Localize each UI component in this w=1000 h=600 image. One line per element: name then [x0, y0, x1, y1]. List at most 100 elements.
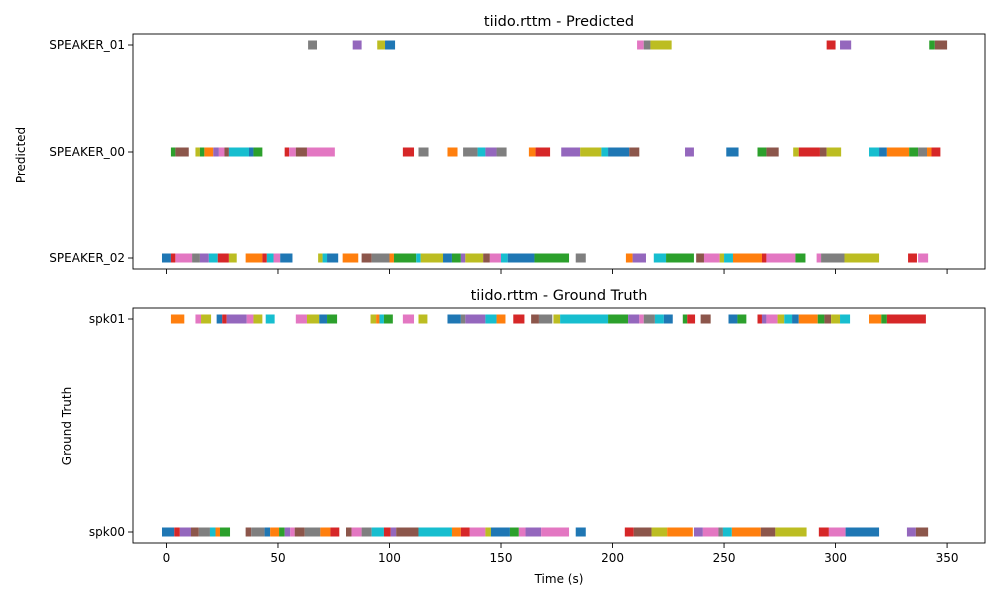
bottom-segment-spk01-17: [402, 314, 415, 324]
top-segment-speaker_02-72: [361, 253, 372, 263]
top-segment-speaker_01-4: [637, 40, 644, 50]
top-segment-speaker_00-45: [798, 147, 820, 157]
top-segment-speaker_01-8: [840, 40, 852, 50]
bottom-segment-spk00-78: [390, 527, 397, 537]
top-segment-speaker_02-89: [632, 253, 646, 263]
bottom-segment-spk00-102: [818, 527, 829, 537]
bottom-segment-spk01-52: [881, 314, 887, 324]
top-segment-speaker_00-41: [726, 147, 739, 157]
top-segment-speaker_00-30: [477, 147, 486, 157]
bottom-segment-spk00-92: [633, 527, 652, 537]
top-segment-speaker_01-9: [929, 40, 935, 50]
top-segment-speaker_00-43: [766, 147, 779, 157]
bottom-segment-spk01-6: [246, 314, 254, 324]
top-segment-speaker_01-6: [650, 40, 672, 50]
top-segment-speaker_00-36: [580, 147, 602, 157]
bottom-segment-spk01-28: [560, 314, 609, 324]
top-segment-speaker_00-16: [213, 147, 219, 157]
bottom-segment-spk00-97: [718, 527, 723, 537]
bottom-segment-spk01-16: [383, 314, 393, 324]
bottom-segment-spk01-44: [784, 314, 793, 324]
bottom-segment-spk00-68: [290, 527, 295, 537]
top-segment-speaker_00-28: [447, 147, 458, 157]
top-segment-speaker_01-7: [826, 40, 836, 50]
bottom-segment-spk00-98: [722, 527, 732, 537]
top-segment-speaker_02-74: [389, 253, 394, 263]
top-segment-speaker_02-71: [342, 253, 359, 263]
top-segment-speaker_02-88: [625, 253, 633, 263]
top-segment-speaker_01-2: [377, 40, 386, 50]
top-segment-speaker_02-95: [724, 253, 733, 263]
top-segment-speaker_02-78: [443, 253, 452, 263]
top-segment-speaker_02-80: [460, 253, 466, 263]
bottom-segment-spk00-89: [541, 527, 570, 537]
top-y-tick-label-speaker_01: SPEAKER_01: [49, 38, 125, 52]
bottom-segment-spk00-100: [760, 527, 776, 537]
bottom-segment-spk01-48: [824, 314, 832, 324]
top-segment-speaker_00-38: [608, 147, 630, 157]
bottom-segment-spk01-39: [737, 314, 747, 324]
top-segment-speaker_02-77: [420, 253, 444, 263]
bottom-ticks: spk00 spk01 0 50 100 150 200 250 300 350: [89, 312, 959, 565]
top-segment-speaker_00-18: [224, 147, 229, 157]
bottom-segment-spk00-91: [624, 527, 634, 537]
top-ticks: SPEAKER_02 SPEAKER_00 SPEAKER_01: [49, 38, 948, 274]
bottom-y-tick-label-spk00: spk00: [89, 525, 125, 539]
top-segment-speaker_00-32: [496, 147, 507, 157]
top-segment-speaker_00-54: [931, 147, 941, 157]
bottom-segment-spk01-20: [460, 314, 466, 324]
top-segment-speaker_02-73: [371, 253, 390, 263]
bottom-segment-spk01-46: [798, 314, 818, 324]
top-segment-speaker_02-93: [703, 253, 720, 263]
top-segment-speaker_00-53: [927, 147, 932, 157]
top-segment-speaker_00-27: [418, 147, 429, 157]
top-segment-speaker_02-76: [416, 253, 421, 263]
top-segment-speaker_00-40: [685, 147, 694, 157]
bottom-x-tick-label-350: 350: [936, 551, 959, 565]
top-segment-speaker_02-92: [696, 253, 704, 263]
bottom-segment-spk00-79: [396, 527, 419, 537]
top-segment-speaker_00-46: [819, 147, 827, 157]
bottom-segment-spk00-58: [198, 527, 210, 537]
bottom-segment-spk00-77: [383, 527, 391, 537]
top-segment-speaker_00-12: [175, 147, 189, 157]
bottom-x-tick-label-250: 250: [713, 551, 736, 565]
bottom-segment-spk01-33: [654, 314, 664, 324]
bottom-segments: [161, 314, 929, 537]
top-segment-speaker_02-61: [217, 253, 229, 263]
top-segment-speaker_00-11: [170, 147, 176, 157]
top-segment-speaker_02-66: [273, 253, 281, 263]
bottom-segment-spk01-9: [295, 314, 307, 324]
top-segment-speaker_02-102: [844, 253, 880, 263]
bottom-segment-spk00-96: [702, 527, 719, 537]
top-segment-speaker_02-65: [266, 253, 274, 263]
top-segment-speaker_00-50: [886, 147, 910, 157]
bottom-segment-spk01-40: [757, 314, 762, 324]
bottom-segment-spk00-88: [525, 527, 542, 537]
top-plot-frame: [132, 33, 986, 270]
bottom-segment-spk00-76: [371, 527, 384, 537]
top-segment-speaker_00-51: [909, 147, 919, 157]
top-segment-speaker_00-31: [485, 147, 497, 157]
top-segment-speaker_02-97: [761, 253, 767, 263]
top-segment-speaker_02-94: [719, 253, 725, 263]
bottom-segment-spk01-23: [496, 314, 506, 324]
bottom-segment-spk01-29: [608, 314, 629, 324]
bottom-segment-spk00-60: [215, 527, 220, 537]
bottom-segment-spk00-74: [351, 527, 362, 537]
bottom-segment-spk00-94: [667, 527, 693, 537]
top-segment-speaker_02-81: [465, 253, 484, 263]
bottom-segment-spk01-50: [840, 314, 851, 324]
top-segment-speaker_02-60: [208, 253, 218, 263]
top-segment-speaker_02-101: [821, 253, 845, 263]
bottom-segment-spk01-38: [728, 314, 738, 324]
top-y-axis-label: Predicted: [14, 127, 28, 183]
top-segment-speaker_02-83: [489, 253, 502, 263]
top-segment-speaker_00-24: [295, 147, 307, 157]
bottom-segment-spk01-32: [643, 314, 655, 324]
top-segment-speaker_02-67: [280, 253, 293, 263]
bottom-segment-spk00-65: [270, 527, 280, 537]
bottom-segment-spk00-103: [828, 527, 846, 537]
top-segment-speaker_00-29: [463, 147, 478, 157]
